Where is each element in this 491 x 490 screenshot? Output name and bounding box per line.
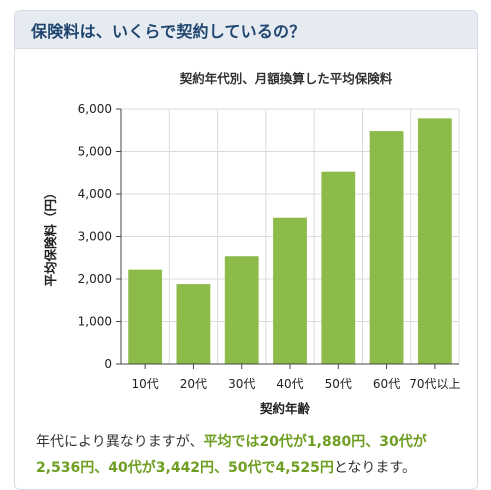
card-header: 保険料は、いくらで契約しているの？: [15, 11, 477, 49]
bar: [128, 269, 163, 364]
caption-suffix: となります。: [333, 460, 417, 476]
bar: [369, 131, 404, 364]
caption-highlight: 平均では20代が1,880円、30代が2,536円、40代が3,442円、50代…: [36, 434, 427, 476]
chart-card: 保険料は、いくらで契約しているの？ 契約年代別、月額換算した平均保険料 0 1,00…: [14, 10, 478, 490]
chart-area: 契約年代別、月額換算した平均保険料 0 1,000 2,000 3,000 4,000 5,…: [15, 51, 477, 431]
x-tick-label: 10代: [132, 377, 159, 391]
y-tick-label: 4,000: [78, 187, 112, 201]
y-axis-label: 平均保険料（円）: [43, 186, 58, 286]
x-axis-label: 契約年齢: [259, 401, 311, 416]
y-tick-label: 1,000: [78, 315, 112, 329]
y-tick-label: 2,000: [78, 272, 112, 286]
y-tick-label: 3,000: [78, 230, 112, 244]
y-tick-label: 5,000: [78, 145, 112, 159]
caption: 年代により異なりますが、平均では20代が1,880円、30代が2,536円、40…: [36, 429, 466, 481]
x-tick-label: 70代以上: [409, 377, 460, 391]
caption-prefix: 年代により異なりますが、: [36, 434, 204, 450]
x-tick-label: 60代: [373, 377, 400, 391]
y-tick-label: 0: [104, 357, 112, 371]
x-tick-label: 20代: [180, 377, 207, 391]
bar: [321, 171, 356, 364]
bar: [417, 118, 452, 364]
y-tick-label: 6,000: [78, 102, 112, 116]
chart-title: 契約年代別、月額換算した平均保険料: [179, 71, 393, 86]
bar: [224, 256, 259, 364]
card-title: 保険料は、いくらで契約しているの？: [31, 21, 306, 41]
x-tick-label: 40代: [276, 377, 303, 391]
bar: [273, 217, 307, 364]
x-tick-label: 30代: [228, 377, 255, 391]
bar: [176, 284, 211, 364]
x-tick-label: 50代: [325, 377, 352, 391]
bar-chart: 契約年代別、月額換算した平均保険料 0 1,000 2,000 3,000 4,000 5,…: [43, 71, 460, 416]
